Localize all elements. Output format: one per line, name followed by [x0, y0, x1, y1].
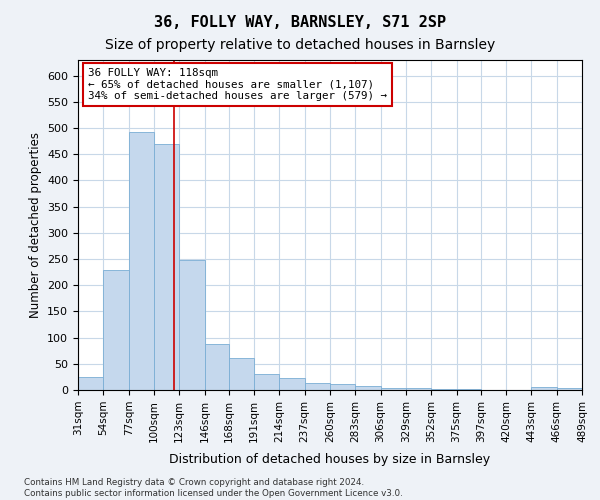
- Bar: [154, 144, 179, 390]
- X-axis label: Distribution of detached houses by size in Barnsley: Distribution of detached houses by size …: [169, 453, 491, 466]
- Bar: [431, 389, 457, 390]
- Text: Size of property relative to detached houses in Barnsley: Size of property relative to detached ho…: [105, 38, 495, 52]
- Bar: [532, 387, 557, 390]
- Bar: [380, 388, 406, 390]
- Bar: [229, 358, 254, 390]
- Bar: [330, 384, 355, 390]
- Bar: [78, 377, 103, 390]
- Bar: [254, 374, 280, 390]
- Bar: [179, 260, 205, 390]
- Bar: [103, 270, 128, 390]
- Bar: [406, 388, 431, 390]
- Y-axis label: Number of detached properties: Number of detached properties: [29, 132, 41, 318]
- Bar: [355, 386, 380, 390]
- Bar: [205, 344, 229, 390]
- Bar: [457, 389, 481, 390]
- Bar: [128, 132, 154, 390]
- Text: Contains HM Land Registry data © Crown copyright and database right 2024.
Contai: Contains HM Land Registry data © Crown c…: [24, 478, 403, 498]
- Bar: [280, 378, 305, 390]
- Bar: [305, 383, 330, 390]
- Text: 36, FOLLY WAY, BARNSLEY, S71 2SP: 36, FOLLY WAY, BARNSLEY, S71 2SP: [154, 15, 446, 30]
- Bar: [557, 388, 582, 390]
- Text: 36 FOLLY WAY: 118sqm
← 65% of detached houses are smaller (1,107)
34% of semi-de: 36 FOLLY WAY: 118sqm ← 65% of detached h…: [88, 68, 387, 102]
